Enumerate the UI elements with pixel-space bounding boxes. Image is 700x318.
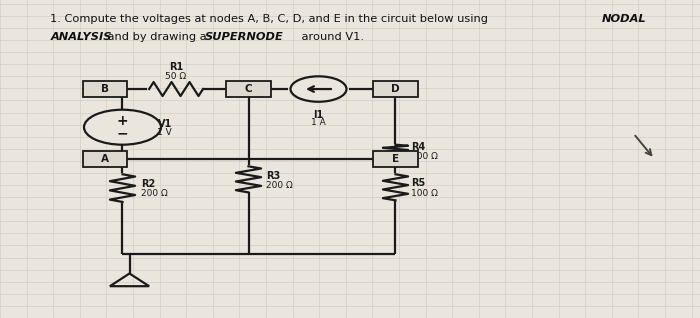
Text: 1 V: 1 V bbox=[158, 128, 172, 137]
Text: SUPERNODE: SUPERNODE bbox=[204, 32, 283, 42]
Text: and by drawing a: and by drawing a bbox=[104, 32, 210, 42]
Text: I1: I1 bbox=[314, 110, 323, 120]
Text: 200 Ω: 200 Ω bbox=[141, 189, 168, 198]
Text: R1: R1 bbox=[169, 62, 183, 72]
FancyBboxPatch shape bbox=[373, 81, 418, 97]
Text: 1. Compute the voltages at nodes A, B, C, D, and E in the circuit below using: 1. Compute the voltages at nodes A, B, C… bbox=[50, 14, 492, 24]
Text: NODAL: NODAL bbox=[602, 14, 647, 24]
Text: A: A bbox=[101, 154, 109, 164]
Text: 1 A: 1 A bbox=[311, 118, 326, 127]
Text: C: C bbox=[245, 84, 252, 94]
Text: R3: R3 bbox=[266, 170, 280, 181]
FancyBboxPatch shape bbox=[83, 151, 127, 167]
FancyBboxPatch shape bbox=[83, 81, 127, 97]
Text: R4: R4 bbox=[411, 142, 425, 152]
Text: B: B bbox=[101, 84, 109, 94]
Text: D: D bbox=[391, 84, 400, 94]
Circle shape bbox=[84, 110, 161, 145]
Text: 50 Ω: 50 Ω bbox=[165, 72, 187, 81]
Text: ANALYSIS: ANALYSIS bbox=[50, 32, 112, 42]
Text: R2: R2 bbox=[141, 179, 155, 189]
Text: 100 Ω: 100 Ω bbox=[411, 152, 438, 161]
FancyBboxPatch shape bbox=[226, 81, 271, 97]
Text: R5: R5 bbox=[411, 178, 425, 189]
Circle shape bbox=[290, 76, 346, 102]
FancyBboxPatch shape bbox=[373, 151, 418, 167]
Text: 200 Ω: 200 Ω bbox=[266, 181, 293, 190]
Text: 100 Ω: 100 Ω bbox=[411, 189, 438, 197]
Text: +: + bbox=[117, 114, 128, 128]
Text: −: − bbox=[117, 126, 128, 140]
Text: around V1.: around V1. bbox=[298, 32, 363, 42]
Text: E: E bbox=[392, 154, 399, 164]
Text: V1: V1 bbox=[158, 119, 172, 129]
